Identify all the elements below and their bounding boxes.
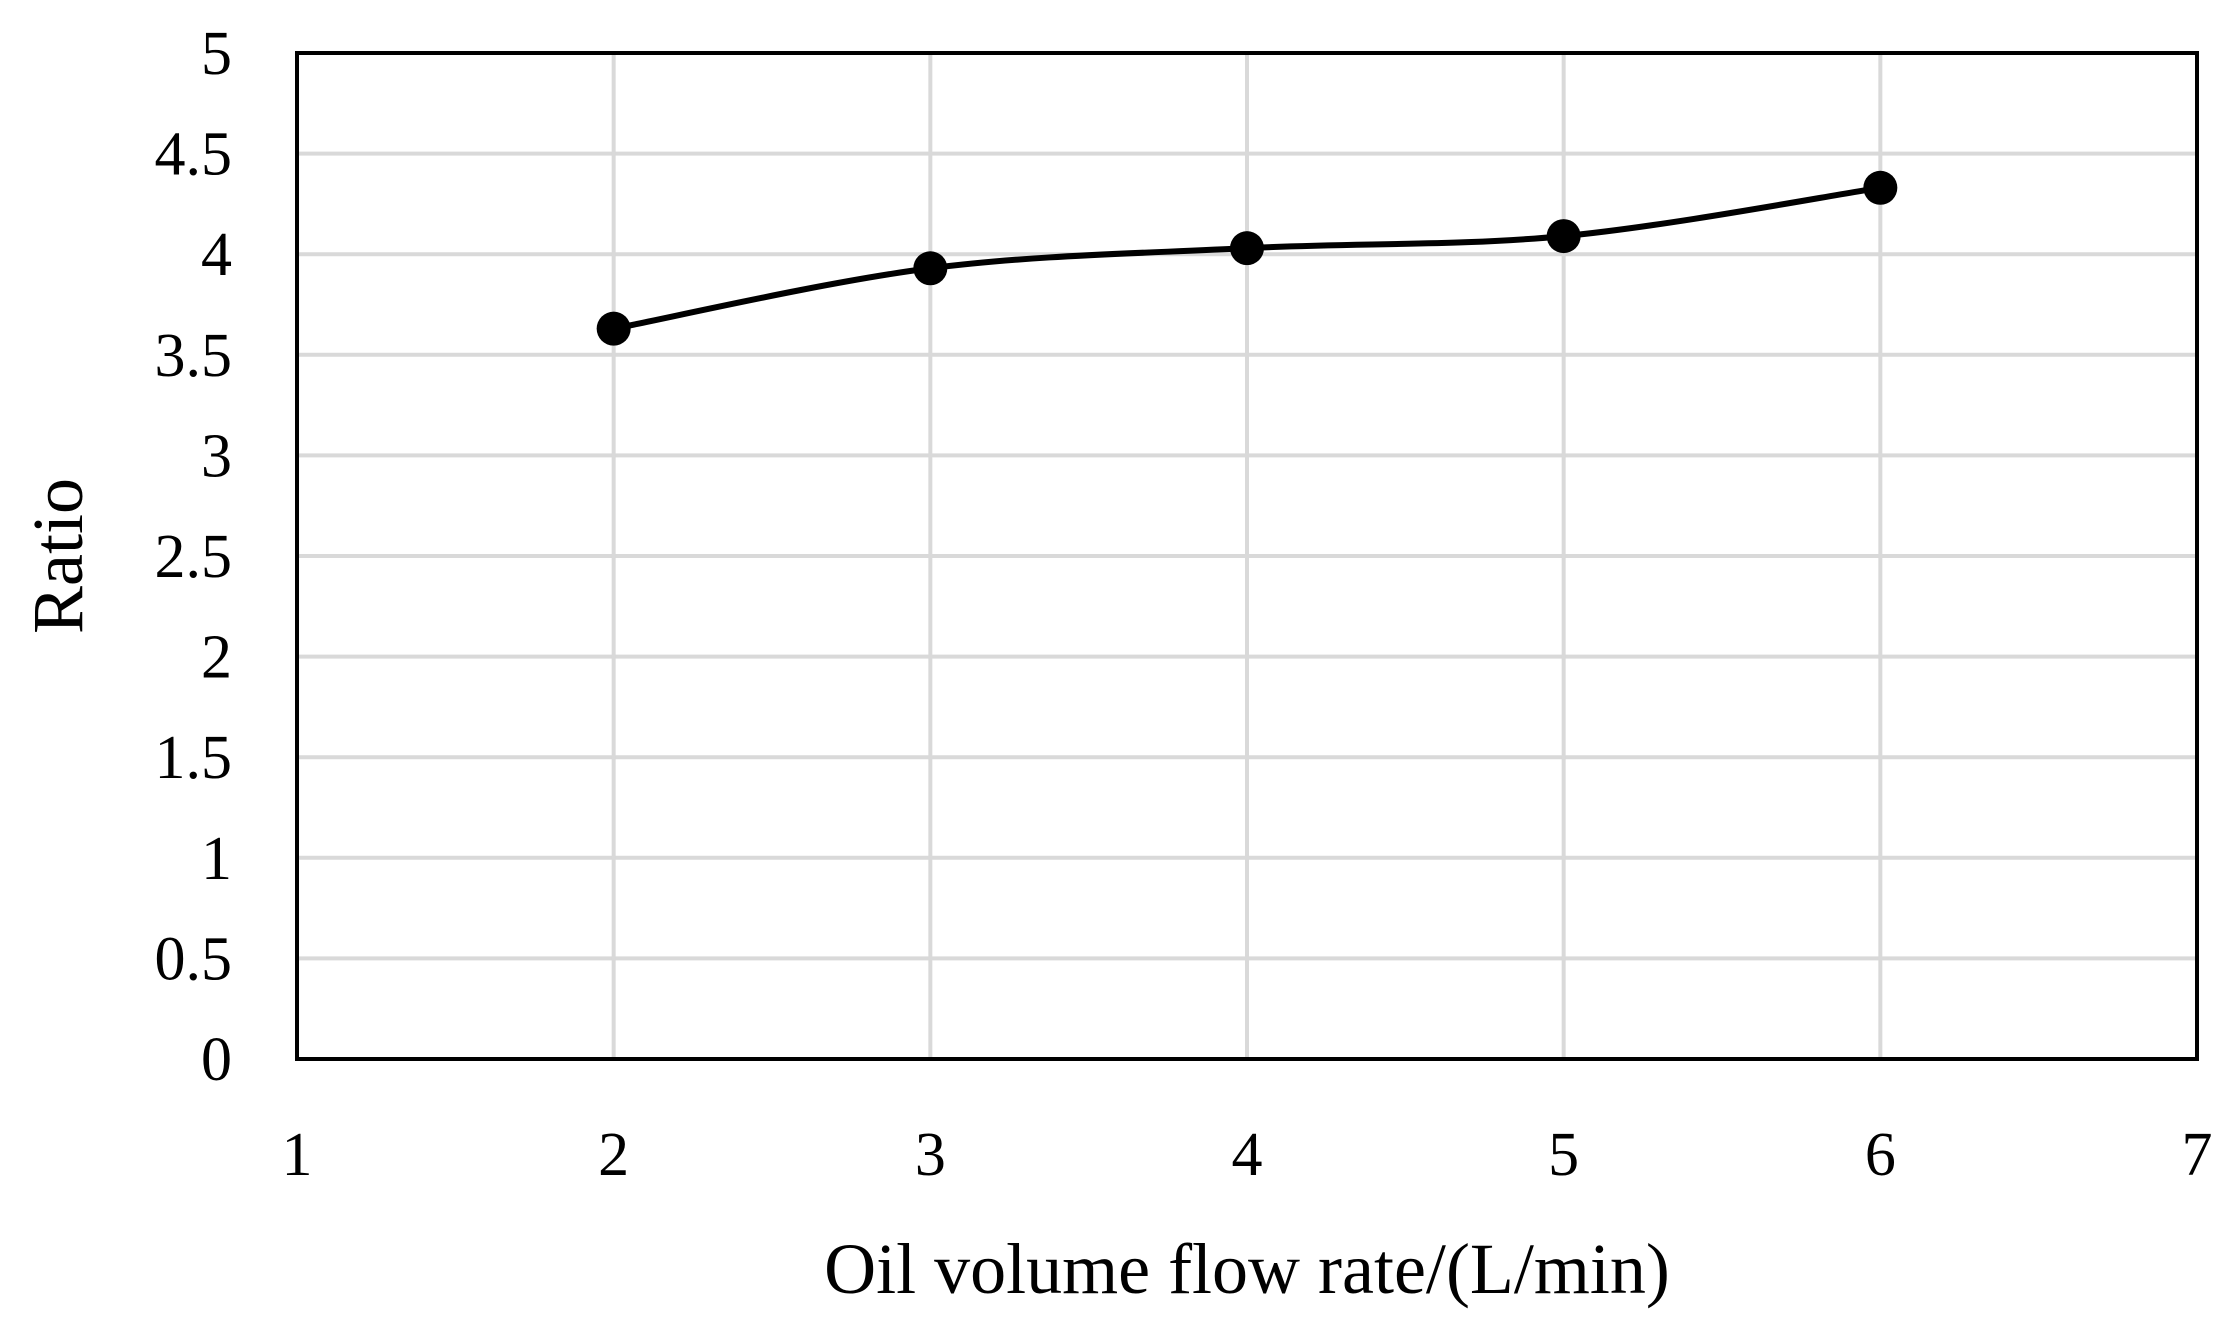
grid <box>297 53 2197 1059</box>
y-tick-label: 0 <box>201 1026 232 1094</box>
series-layer <box>596 170 1898 346</box>
x-tick-label: 2 <box>598 1121 629 1189</box>
y-tick-label: 1.5 <box>155 724 233 792</box>
data-point-marker <box>596 311 631 346</box>
y-tick-label: 3 <box>201 422 232 490</box>
data-point-marker <box>1546 219 1581 254</box>
x-tick-label: 3 <box>915 1121 946 1189</box>
y-tick-label: 3.5 <box>155 322 233 390</box>
x-axis-ticks: 1 2 3 4 5 6 7 <box>282 1121 2213 1189</box>
y-tick-label: 0.5 <box>155 925 233 993</box>
data-point-marker <box>1230 231 1264 266</box>
x-tick-label: 1 <box>282 1121 313 1189</box>
plot-area-frame <box>295 51 2199 1061</box>
x-axis-title: Oil volume flow rate/(L/min) <box>824 1229 1670 1309</box>
data-point-marker <box>1863 170 1898 205</box>
y-tick-label: 4.5 <box>155 121 233 189</box>
y-tick-label: 1 <box>201 825 232 893</box>
x-tick-label: 4 <box>1232 1121 1263 1189</box>
data-point-marker <box>913 251 948 286</box>
x-tick-label: 7 <box>2182 1121 2213 1189</box>
y-tick-label: 5 <box>201 20 232 88</box>
x-tick-label: 5 <box>1548 1121 1579 1189</box>
y-tick-label: 4 <box>201 221 232 289</box>
y-tick-label: 2.5 <box>155 523 233 591</box>
y-axis-title: Ratio <box>18 478 98 634</box>
y-axis-ticks: 0 0.5 1 1.5 2 2.5 3 3.5 4 4.5 5 <box>155 20 233 1094</box>
x-tick-label: 6 <box>1865 1121 1896 1189</box>
y-tick-label: 2 <box>201 624 232 692</box>
